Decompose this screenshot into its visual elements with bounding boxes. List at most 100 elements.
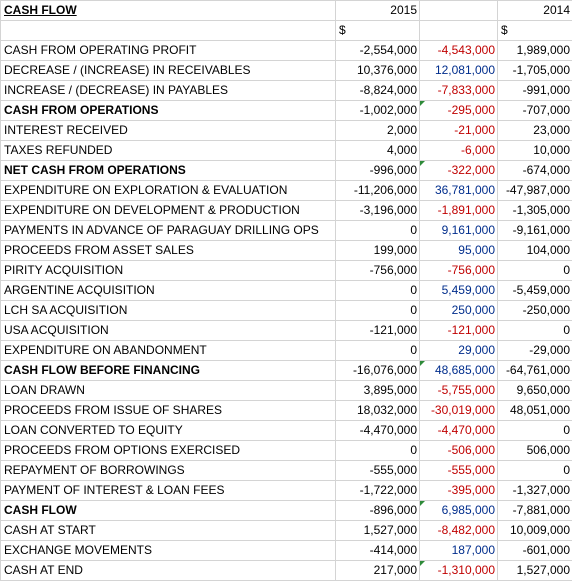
value-2015-cell[interactable]: -555,000 <box>335 460 420 481</box>
value-2014-cell[interactable]: 104,000 <box>497 240 572 261</box>
row-label-cell[interactable]: NET CASH FROM OPERATIONS <box>0 160 336 181</box>
value-2014-cell[interactable]: -250,000 <box>497 300 572 321</box>
row-label-cell[interactable]: PROCEEDS FROM ISSUE OF SHARES <box>0 400 336 421</box>
value-2015-cell[interactable]: 199,000 <box>335 240 420 261</box>
row-label-cell[interactable]: CASH FROM OPERATIONS <box>0 100 336 121</box>
value-2015-cell[interactable]: -4,470,000 <box>335 420 420 441</box>
value-2014-cell[interactable]: -29,000 <box>497 340 572 361</box>
currency-2015-cell[interactable]: $ <box>335 20 420 41</box>
value-2014-cell[interactable]: -674,000 <box>497 160 572 181</box>
row-label-cell[interactable]: EXPENDITURE ON DEVELOPMENT & PRODUCTION <box>0 200 336 221</box>
difference-cell[interactable]: 12,081,000 <box>419 60 498 81</box>
value-2015-cell[interactable]: 0 <box>335 220 420 241</box>
value-2015-cell[interactable]: -756,000 <box>335 260 420 281</box>
difference-cell[interactable]: -395,000 <box>419 480 498 501</box>
value-2014-cell[interactable]: -1,705,000 <box>497 60 572 81</box>
row-label-cell[interactable]: CASH FLOW <box>0 500 336 521</box>
value-2014-cell[interactable]: 48,051,000 <box>497 400 572 421</box>
value-2015-cell[interactable]: -3,196,000 <box>335 200 420 221</box>
value-2015-cell[interactable]: 0 <box>335 280 420 301</box>
difference-cell[interactable]: -4,543,000 <box>419 40 498 61</box>
difference-cell[interactable]: -6,000 <box>419 140 498 161</box>
row-label-cell[interactable]: CASH AT START <box>0 520 336 541</box>
difference-cell[interactable]: -4,470,000 <box>419 420 498 441</box>
value-2014-cell[interactable]: 10,000 <box>497 140 572 161</box>
value-2015-cell[interactable]: -11,206,000 <box>335 180 420 201</box>
value-2015-cell[interactable]: -16,076,000 <box>335 360 420 381</box>
row-label-cell[interactable]: CASH FLOW BEFORE FINANCING <box>0 360 336 381</box>
value-2015-cell[interactable]: 0 <box>335 340 420 361</box>
value-2014-cell[interactable]: -1,327,000 <box>497 480 572 501</box>
row-label-cell[interactable]: PIRITY ACQUISITION <box>0 260 336 281</box>
row-label-cell[interactable]: LCH SA ACQUISITION <box>0 300 336 321</box>
difference-cell[interactable]: 250,000 <box>419 300 498 321</box>
value-2014-cell[interactable]: -7,881,000 <box>497 500 572 521</box>
difference-cell[interactable]: -756,000 <box>419 260 498 281</box>
difference-cell[interactable]: -295,000 <box>419 100 498 121</box>
difference-cell[interactable]: 6,985,000 <box>419 500 498 521</box>
row-label-cell[interactable]: PAYMENTS IN ADVANCE OF PARAGUAY DRILLING… <box>0 220 336 241</box>
difference-cell[interactable]: -506,000 <box>419 440 498 461</box>
difference-header-cell[interactable] <box>419 0 498 21</box>
value-2014-cell[interactable]: 1,527,000 <box>497 560 572 581</box>
difference-cell[interactable]: 187,000 <box>419 540 498 561</box>
value-2014-cell[interactable]: 10,009,000 <box>497 520 572 541</box>
difference-cell[interactable]: -30,019,000 <box>419 400 498 421</box>
difference-cell[interactable]: -5,755,000 <box>419 380 498 401</box>
row-label-cell[interactable]: LOAN CONVERTED TO EQUITY <box>0 420 336 441</box>
value-2015-cell[interactable]: 2,000 <box>335 120 420 141</box>
row-label-cell[interactable]: EXPENDITURE ON EXPLORATION & EVALUATION <box>0 180 336 201</box>
value-2015-cell[interactable]: -121,000 <box>335 320 420 341</box>
difference-cell[interactable]: -555,000 <box>419 460 498 481</box>
row-label-cell[interactable]: CASH FROM OPERATING PROFIT <box>0 40 336 61</box>
value-2014-cell[interactable]: 506,000 <box>497 440 572 461</box>
difference-cell[interactable]: -322,000 <box>419 160 498 181</box>
sheet-title-cell[interactable]: CASH FLOW <box>0 0 336 21</box>
value-2014-cell[interactable]: 1,989,000 <box>497 40 572 61</box>
year-2015-header-cell[interactable]: 2015 <box>335 0 420 21</box>
value-2015-cell[interactable]: -8,824,000 <box>335 80 420 101</box>
value-2014-cell[interactable]: 0 <box>497 420 572 441</box>
value-2015-cell[interactable]: 217,000 <box>335 560 420 581</box>
value-2015-cell[interactable]: 0 <box>335 440 420 461</box>
value-2015-cell[interactable]: -996,000 <box>335 160 420 181</box>
value-2015-cell[interactable]: 18,032,000 <box>335 400 420 421</box>
difference-cell[interactable]: 29,000 <box>419 340 498 361</box>
row-label-cell[interactable]: INTEREST RECEIVED <box>0 120 336 141</box>
difference-cell[interactable]: -121,000 <box>419 320 498 341</box>
value-2015-cell[interactable]: 10,376,000 <box>335 60 420 81</box>
difference-cell[interactable]: 95,000 <box>419 240 498 261</box>
row-label-cell[interactable]: PROCEEDS FROM OPTIONS EXERCISED <box>0 440 336 461</box>
value-2015-cell[interactable]: 0 <box>335 300 420 321</box>
difference-cell[interactable]: 5,459,000 <box>419 280 498 301</box>
row-label-cell[interactable]: ARGENTINE ACQUISITION <box>0 280 336 301</box>
value-2014-cell[interactable]: -5,459,000 <box>497 280 572 301</box>
value-2014-cell[interactable]: 0 <box>497 320 572 341</box>
row-label-cell[interactable]: DECREASE / (INCREASE) IN RECEIVABLES <box>0 60 336 81</box>
value-2014-cell[interactable]: -9,161,000 <box>497 220 572 241</box>
year-2014-header-cell[interactable]: 2014 <box>497 0 572 21</box>
value-2015-cell[interactable]: -1,002,000 <box>335 100 420 121</box>
difference-cell[interactable]: -21,000 <box>419 120 498 141</box>
row-label-cell[interactable]: CASH AT END <box>0 560 336 581</box>
difference-cell[interactable]: -7,833,000 <box>419 80 498 101</box>
difference-cell[interactable]: 36,781,000 <box>419 180 498 201</box>
value-2015-cell[interactable]: -1,722,000 <box>335 480 420 501</box>
value-2014-cell[interactable]: -707,000 <box>497 100 572 121</box>
value-2015-cell[interactable]: -414,000 <box>335 540 420 561</box>
currency-2014-cell[interactable]: $ <box>497 20 572 41</box>
value-2014-cell[interactable]: -991,000 <box>497 80 572 101</box>
value-2015-cell[interactable]: 1,527,000 <box>335 520 420 541</box>
value-2014-cell[interactable]: 0 <box>497 260 572 281</box>
value-2015-cell[interactable]: 4,000 <box>335 140 420 161</box>
row-label-cell[interactable]: PROCEEDS FROM ASSET SALES <box>0 240 336 261</box>
difference-cell[interactable]: -1,310,000 <box>419 560 498 581</box>
difference-cell[interactable]: -1,891,000 <box>419 200 498 221</box>
difference-cell[interactable]: 9,161,000 <box>419 220 498 241</box>
value-2014-cell[interactable]: -1,305,000 <box>497 200 572 221</box>
row-label-cell[interactable]: EXPENDITURE ON ABANDONMENT <box>0 340 336 361</box>
row-label-cell[interactable]: TAXES REFUNDED <box>0 140 336 161</box>
value-2015-cell[interactable]: -2,554,000 <box>335 40 420 61</box>
currency-row-empty-cell[interactable] <box>0 20 336 41</box>
row-label-cell[interactable]: INCREASE / (DECREASE) IN PAYABLES <box>0 80 336 101</box>
